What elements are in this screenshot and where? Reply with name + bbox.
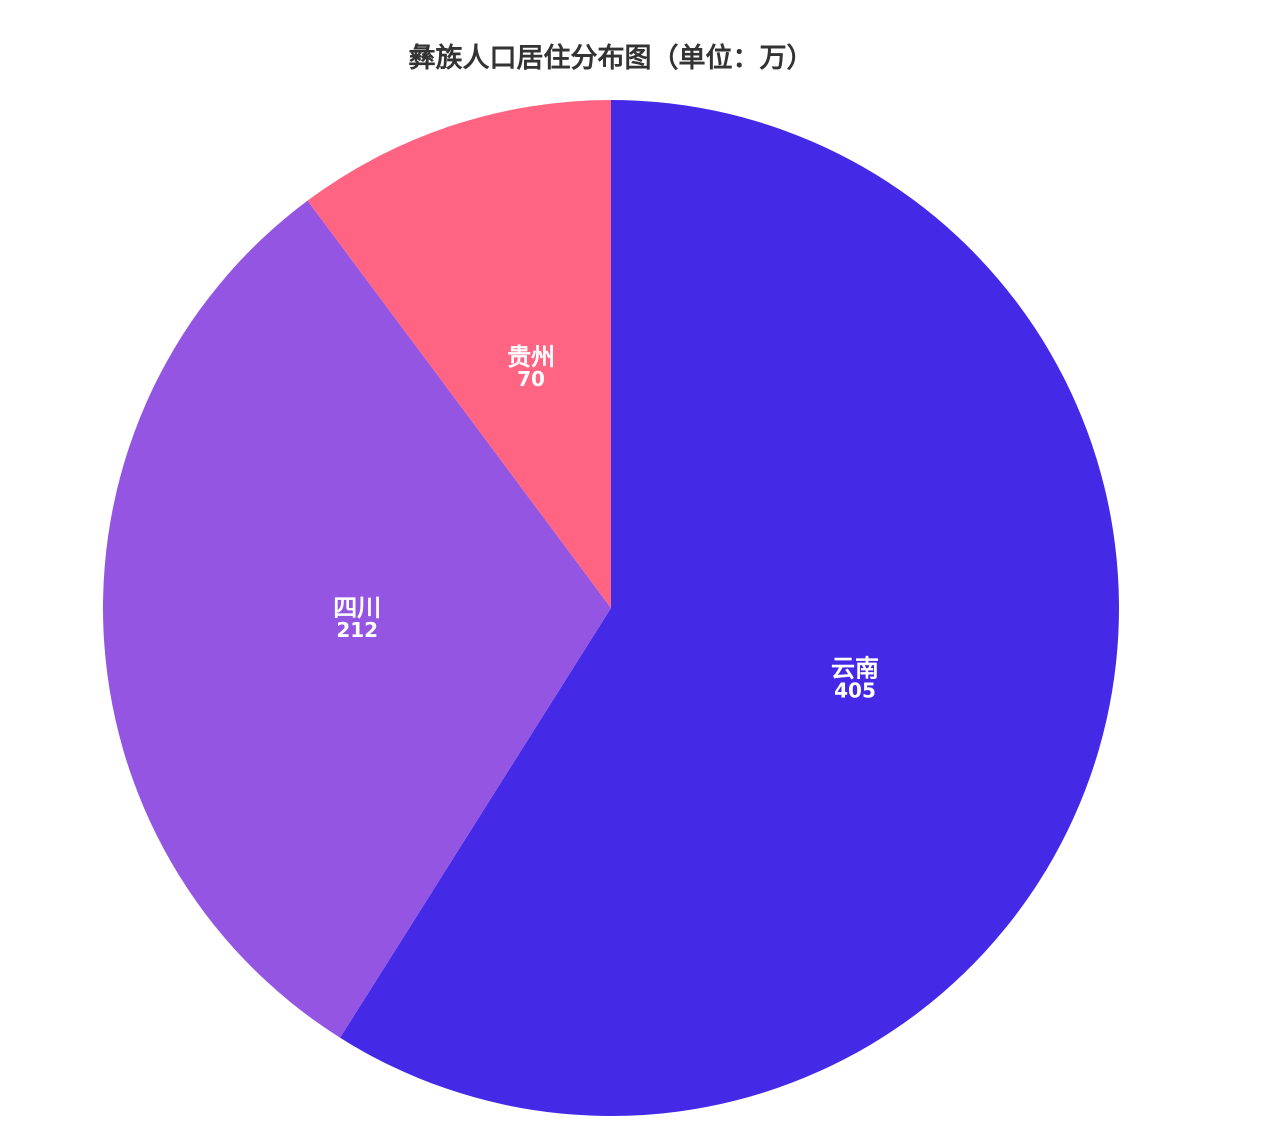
- slice-label-name: 云南: [831, 654, 879, 682]
- slice-label-value: 405: [834, 678, 876, 702]
- pie-slice-2: [307, 100, 611, 608]
- slice-label-value: 70: [517, 367, 545, 391]
- pie-slice-1: [103, 200, 611, 1038]
- slice-label-name: 四川: [333, 594, 381, 622]
- slice-label-name: 贵州: [507, 343, 555, 371]
- slice-label-value: 212: [336, 618, 378, 642]
- chart-title: 彝族人口居住分布图（单位：万）: [408, 43, 814, 74]
- pie-slice-0: [340, 100, 1120, 1117]
- pie-slices: [103, 100, 1120, 1117]
